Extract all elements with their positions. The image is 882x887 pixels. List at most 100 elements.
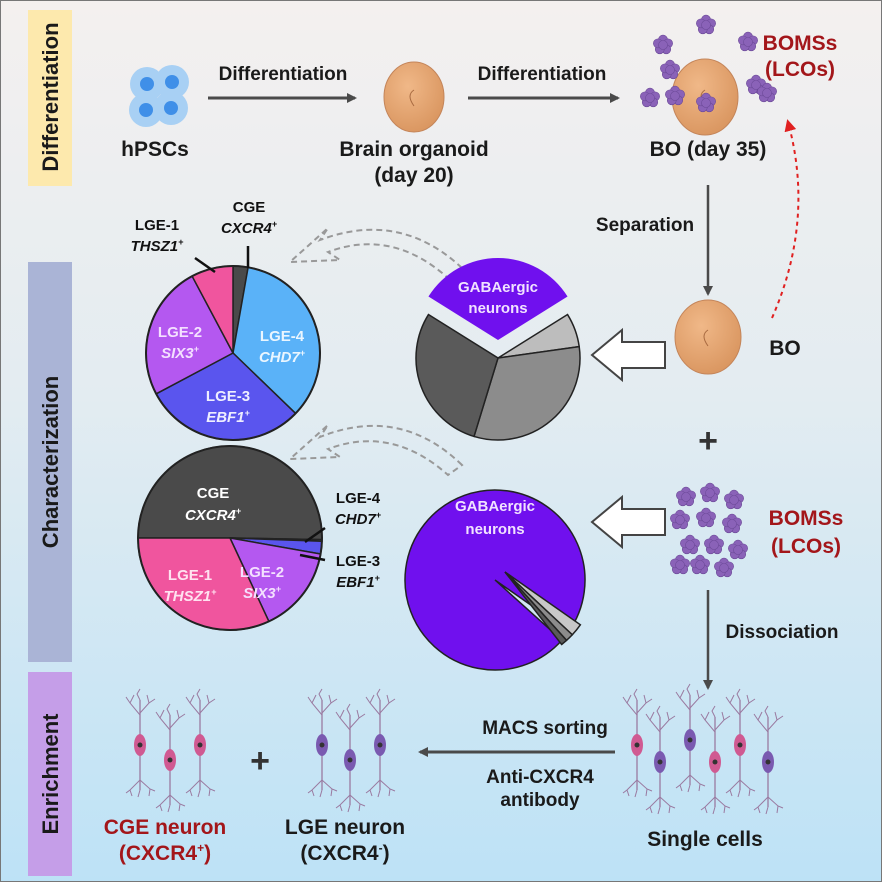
neuron xyxy=(645,705,676,815)
lco-sphere xyxy=(757,82,777,103)
label-lge1: LGE-1 xyxy=(135,217,179,234)
label-cge: CGE xyxy=(197,485,230,502)
lco-sphere xyxy=(690,554,710,575)
label-lge2-gene: SIX3+ xyxy=(243,584,282,602)
lge-marker-label: (CXCR4-) xyxy=(300,841,389,865)
pie-bo-cell-types xyxy=(415,258,581,441)
label-lge3-gene: EBF1+ xyxy=(336,573,380,591)
lge-neurons-icon xyxy=(307,688,396,813)
label-lge3-gene: EBF1+ xyxy=(206,408,250,426)
label-lge4-gene: CHD7+ xyxy=(259,348,306,366)
dashed-curved-arrow-1 xyxy=(287,227,464,280)
lco-spheres-icon xyxy=(640,14,777,113)
lco-sphere xyxy=(722,513,742,534)
neuron xyxy=(185,688,216,798)
neuron xyxy=(622,688,653,798)
lco-sphere xyxy=(696,92,716,113)
lco-sphere xyxy=(728,539,748,560)
neuron xyxy=(365,688,396,798)
neuron xyxy=(675,683,706,793)
lco-sphere xyxy=(640,87,660,108)
label-lge2-gene: SIX3+ xyxy=(161,344,200,362)
lco-sphere xyxy=(660,59,680,80)
differentiation-label-2: Differentiation xyxy=(478,64,607,85)
lco-sphere xyxy=(738,31,758,52)
lco-sphere xyxy=(696,507,716,528)
plus-sign: + xyxy=(698,422,718,460)
neuron xyxy=(700,705,731,815)
lco-sphere xyxy=(676,486,696,507)
bo-icon xyxy=(674,299,742,375)
label-lge1: LGE-1 xyxy=(168,567,212,584)
section-enrichment: Enrichment xyxy=(28,672,72,876)
red-dashed-arrow xyxy=(771,119,800,319)
section-label: Characterization xyxy=(38,376,63,548)
neuron xyxy=(335,703,366,813)
antibody-label: antibody xyxy=(500,790,580,811)
section-label: Differentiation xyxy=(38,22,63,171)
lcos-label-2: (LCOs) xyxy=(771,535,841,558)
pie1-labels: LGE-1 THSZ1+ CGE CXCR4+ LGE-2 SIX3+ LGE-… xyxy=(131,199,306,426)
lco-sphere xyxy=(704,534,724,555)
bomss-label: BOMSs xyxy=(763,32,838,55)
brain-organoid-label: Brain organoid xyxy=(339,138,488,161)
cge-marker-label: (CXCR4+) xyxy=(119,841,211,865)
lcos-label: (LCOs) xyxy=(765,58,835,81)
lco-sphere xyxy=(696,14,716,35)
leader-lge1 xyxy=(194,256,216,274)
hollow-arrow-left-1 xyxy=(590,327,666,383)
leader-lge3 xyxy=(299,553,326,562)
dissociation-label: Dissociation xyxy=(726,622,839,643)
neuron xyxy=(155,703,186,813)
dashed-curved-arrow-2 xyxy=(287,424,464,477)
label-lge1-gene: THSZ1+ xyxy=(131,237,185,255)
slice-gray-dark xyxy=(504,571,568,646)
slice-gabaergic xyxy=(404,489,586,671)
hollow-arrow-left-2 xyxy=(590,494,666,550)
label-cge-gene: CXCR4+ xyxy=(221,219,278,237)
section-differentiation: Differentiation xyxy=(28,10,72,186)
label-cge: CGE xyxy=(233,199,266,216)
lco-sphere xyxy=(680,534,700,555)
neuron xyxy=(307,688,338,798)
brain-organoid-icon xyxy=(383,61,445,133)
slice-gray-mid xyxy=(473,345,581,441)
cge-neuron-label: CGE neuron xyxy=(104,816,227,839)
slice-gray-dark xyxy=(415,313,499,438)
separation-label: Separation xyxy=(596,215,694,236)
leader-lge4 xyxy=(304,526,326,544)
neuron xyxy=(753,705,784,815)
gaba-label-1: GABAergic xyxy=(455,498,535,515)
lco-sphere xyxy=(665,85,685,106)
lco-sphere xyxy=(700,482,720,503)
gaba-label-2: neurons xyxy=(465,521,524,538)
label-lge1-gene: THSZ1+ xyxy=(164,587,218,605)
neuron xyxy=(125,688,156,798)
lco-sphere xyxy=(724,489,744,510)
hpscs-label: hPSCs xyxy=(121,138,189,161)
label-lge2: LGE-2 xyxy=(158,324,202,341)
label-cge-gene: CXCR4+ xyxy=(185,506,242,524)
lco-sphere xyxy=(670,509,690,530)
brain-organoid-day-label: (day 20) xyxy=(374,164,453,187)
lco-sphere xyxy=(653,34,673,55)
anti-cxcr4-label: Anti-CXCR4 xyxy=(486,767,594,788)
cge-neurons-icon xyxy=(125,688,216,813)
pie-bo-subtypes xyxy=(145,265,321,441)
section-label: Enrichment xyxy=(38,713,63,835)
label-lge4: LGE-4 xyxy=(336,490,381,507)
gaba-label-1: GABAergic xyxy=(458,279,538,296)
neuron xyxy=(725,688,756,798)
label-lge3: LGE-3 xyxy=(336,553,380,570)
label-lge4-gene: CHD7+ xyxy=(335,510,382,528)
bo-day35-label: BO (day 35) xyxy=(650,138,767,161)
pie-bomss-subtypes xyxy=(137,445,323,631)
lco-sphere xyxy=(714,557,734,578)
label-lge4: LGE-4 xyxy=(260,328,305,345)
lge-neuron-label: LGE neuron xyxy=(285,816,405,839)
pie3-labels: CGE CXCR4+ LGE-4 CHD7+ LGE-3 EBF1+ LGE-1… xyxy=(164,485,382,605)
label-lge2: LGE-2 xyxy=(240,564,284,581)
slice-gabaergic xyxy=(428,258,568,340)
differentiation-label-1: Differentiation xyxy=(219,64,348,85)
lco-sphere xyxy=(670,554,690,575)
